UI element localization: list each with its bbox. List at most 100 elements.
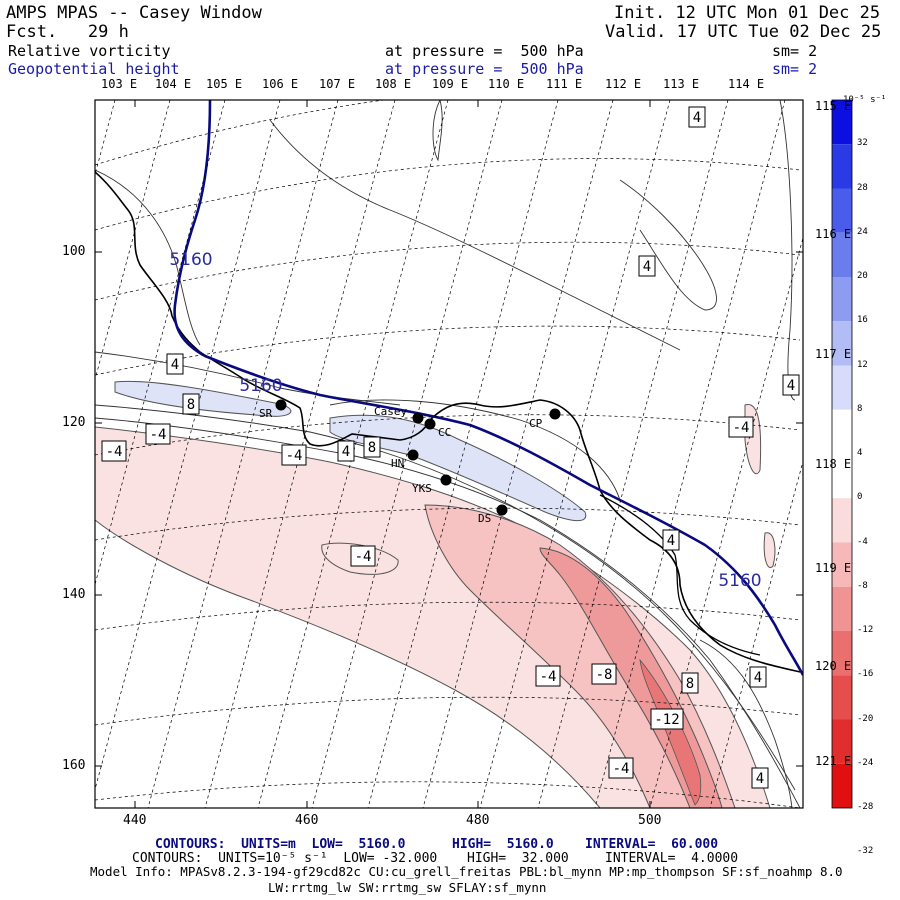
vort-label-box bbox=[749, 666, 767, 688]
colorbar-label: 28 bbox=[857, 182, 868, 193]
lon-label-right: 120 E bbox=[815, 659, 852, 673]
colorbar-swatch bbox=[832, 409, 852, 454]
vort-label-box bbox=[662, 529, 680, 551]
station-marker-cc bbox=[424, 418, 436, 430]
station-marker-cp bbox=[549, 408, 561, 420]
station-label: CC bbox=[438, 426, 451, 439]
colorbar-label: -32 bbox=[857, 846, 874, 857]
vort-contour-line bbox=[779, 100, 796, 401]
lon-label-top: 112 E bbox=[605, 77, 642, 91]
station-label: CP bbox=[529, 417, 543, 430]
field2-name: Geopotential height bbox=[8, 60, 180, 78]
colorbar-swatch bbox=[832, 277, 852, 322]
footer-vort-high: HIGH= 32.000 bbox=[467, 851, 569, 866]
station-marker-ds bbox=[496, 504, 508, 516]
field1-smoothing: sm= 2 bbox=[772, 42, 818, 60]
lon-label-top: 113 E bbox=[663, 77, 700, 91]
vort-label-box bbox=[638, 255, 656, 277]
vort-contour-label: -12 bbox=[654, 712, 679, 728]
lon-label-top: 111 E bbox=[546, 77, 583, 91]
colorbar-swatch bbox=[832, 144, 852, 189]
vort-label-box bbox=[608, 757, 634, 779]
vort-contour-label: -4 bbox=[286, 448, 303, 464]
station-marker-yks bbox=[440, 474, 452, 486]
colorbar-swatch bbox=[832, 188, 852, 233]
vort-contour-line bbox=[95, 417, 801, 808]
vort-label-box bbox=[350, 545, 376, 567]
forecast-hour: Fcst. 29 h bbox=[6, 22, 129, 42]
lon-label-top: 109 E bbox=[432, 77, 469, 91]
vort-contour-label: 4 bbox=[756, 771, 764, 787]
colorbar-label: 32 bbox=[857, 138, 868, 149]
x-tick-label: 460 bbox=[295, 813, 319, 828]
lon-label-top: 103 E bbox=[101, 77, 138, 91]
vort-contour-label: 8 bbox=[686, 676, 694, 692]
colorbar-label: 0 bbox=[857, 492, 863, 503]
lon-label-right: 121 E bbox=[815, 754, 852, 768]
field2-level: at pressure = 500 hPa bbox=[385, 60, 584, 78]
colorbar-frame bbox=[831, 99, 853, 809]
vort-contour-label: 4 bbox=[787, 378, 795, 394]
lon-label-right: 116 E bbox=[815, 227, 852, 241]
colorbar-label: 16 bbox=[857, 315, 868, 326]
colorbar-swatch bbox=[832, 719, 852, 764]
coastline-inland bbox=[599, 494, 761, 656]
x-tick-label: 480 bbox=[466, 813, 490, 828]
plot-frame bbox=[94, 99, 804, 809]
vort-label-box bbox=[782, 374, 800, 396]
neg-vort-east-2 bbox=[763, 532, 776, 568]
pos-vort-shade-band bbox=[329, 414, 587, 522]
height-contour-label: 5160 bbox=[239, 376, 282, 396]
lon-label-top: 108 E bbox=[375, 77, 412, 91]
vort-contour-line bbox=[619, 179, 717, 311]
vort-label-box bbox=[535, 665, 561, 687]
colorbar-label: -24 bbox=[857, 757, 874, 768]
init-time: Init. 12 UTC Mon 01 Dec 25 bbox=[614, 3, 881, 23]
station-marker-casey bbox=[412, 412, 424, 424]
field1-level: at pressure = 500 hPa bbox=[385, 42, 584, 60]
lon-label-top: 105 E bbox=[206, 77, 243, 91]
colorbar-label: -12 bbox=[857, 625, 874, 635]
y-tick-label: 120 bbox=[62, 415, 86, 430]
colorbar-swatch bbox=[832, 321, 852, 366]
colorbar-label: 8 bbox=[857, 403, 863, 414]
colorbar-label: -28 bbox=[857, 802, 874, 812]
station-marker-sr bbox=[275, 399, 287, 411]
station-marker-hn bbox=[407, 449, 419, 461]
colorbar-swatch bbox=[832, 454, 852, 499]
station-label: YKS bbox=[412, 482, 432, 495]
vort-contour-label: 4 bbox=[171, 357, 179, 373]
vort-contour-line bbox=[269, 119, 681, 351]
field2-smoothing: sm= 2 bbox=[772, 60, 818, 78]
footer-height-contours: CONTOURS: UNITS=m LOW= 5160.0 bbox=[155, 837, 406, 852]
x-tick-label: 440 bbox=[123, 813, 147, 828]
station-label: DS bbox=[478, 512, 491, 525]
lon-label-right: 115 E bbox=[815, 99, 852, 113]
vort-label-box bbox=[145, 423, 171, 445]
colorbar-label: -8 bbox=[857, 580, 868, 591]
station-label: SR bbox=[259, 407, 273, 420]
vort-contour-label: 8 bbox=[187, 397, 195, 413]
footer-radiation-info: LW:rrtmg_lw SW:rrtmg_sw SFLAY:sf_mynn bbox=[268, 880, 547, 895]
vort-contour-line bbox=[95, 404, 796, 791]
colorbar-label: 20 bbox=[857, 271, 868, 281]
lon-label-right: 117 E bbox=[815, 347, 852, 361]
vort-label-box bbox=[101, 440, 127, 462]
lon-label-right: 119 E bbox=[815, 561, 852, 575]
colorbar-swatch bbox=[832, 232, 852, 277]
y-tick-label: 160 bbox=[62, 758, 86, 773]
vort-label-box bbox=[182, 393, 200, 415]
colorbar-swatch bbox=[832, 763, 852, 808]
vort-contour-label: -4 bbox=[106, 444, 123, 460]
vort-label-box bbox=[751, 767, 769, 789]
vort-contour-label: 4 bbox=[693, 110, 701, 126]
vort-contour-label: -4 bbox=[613, 761, 630, 777]
vort-label-box bbox=[363, 436, 381, 458]
lon-label-top: 104 E bbox=[155, 77, 192, 91]
x-tick-label: 500 bbox=[638, 813, 662, 828]
vort-contour-label: -4 bbox=[355, 549, 372, 565]
vort-contour-line bbox=[329, 399, 621, 501]
vort-contour-label: -4 bbox=[540, 669, 557, 685]
map-title: AMPS MPAS -- Casey Window bbox=[6, 3, 262, 23]
y-tick-label: 100 bbox=[62, 244, 86, 259]
